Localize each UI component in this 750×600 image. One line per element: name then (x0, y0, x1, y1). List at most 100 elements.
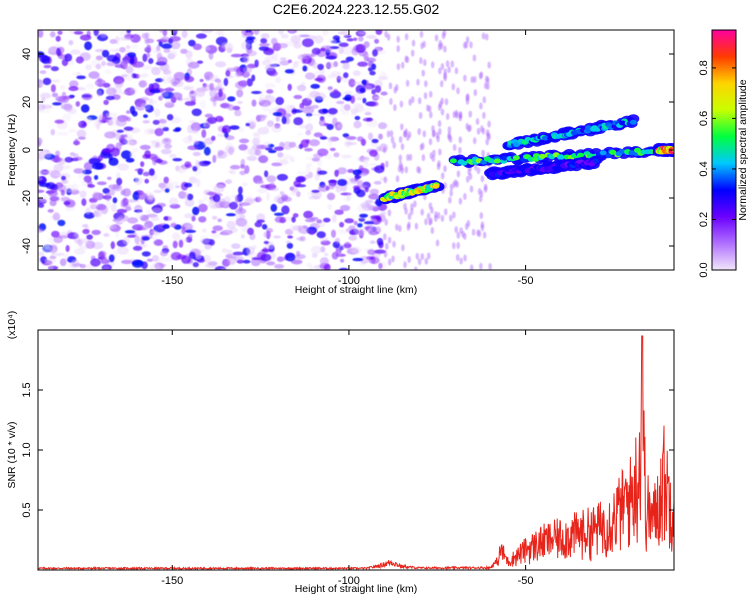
noise-blob (278, 30, 284, 35)
noise-blob (254, 148, 262, 156)
noise-blob (199, 238, 212, 244)
noise-blob (297, 54, 307, 60)
noise-blob (65, 206, 75, 212)
noise-blob (138, 80, 148, 88)
signal-core (557, 155, 565, 160)
noise-blob (126, 199, 138, 203)
noise-blob (273, 196, 284, 203)
noise-blob (175, 166, 187, 173)
noise-blob (147, 98, 154, 103)
noise-streak (390, 136, 395, 144)
noise-blob (62, 184, 75, 193)
noise-blob (210, 233, 221, 239)
noise-blob (218, 88, 223, 98)
noise-blob (42, 77, 52, 86)
noise-streak (403, 202, 407, 210)
noise-blob (115, 48, 121, 52)
noise-blob (108, 254, 115, 263)
noise-blob (367, 67, 373, 72)
noise-blob (263, 231, 272, 238)
noise-streak (414, 266, 418, 270)
noise-blob (357, 61, 368, 67)
noise-blob (212, 215, 218, 220)
noise-blob (209, 88, 218, 98)
noise-blob (256, 213, 266, 222)
noise-streak (404, 33, 409, 41)
noise-blob (266, 261, 276, 266)
noise-blob (264, 94, 271, 99)
noise-blob (292, 61, 299, 68)
noise-streak (488, 263, 492, 270)
noise-streak (472, 54, 477, 62)
noise-streak (439, 80, 444, 88)
noise-blob (358, 156, 370, 160)
noise-streak (427, 105, 432, 113)
noise-blob (371, 218, 378, 224)
spectrogram-noise-layer (38, 30, 492, 270)
noise-streak (484, 75, 489, 83)
noise-blob (320, 47, 326, 52)
noise-blob (322, 30, 329, 36)
noise-blob (149, 263, 161, 270)
snr-y-tick-label: 1.0 (21, 442, 33, 457)
signal-core (460, 160, 468, 166)
noise-blob (362, 117, 373, 122)
noise-blob (266, 120, 274, 127)
noise-blob (223, 77, 229, 87)
noise-blob (38, 30, 44, 38)
spectrogram-y-tick-label: 0 (21, 147, 33, 153)
spectrogram-y-tick-label: -20 (21, 190, 33, 206)
noise-blob (344, 90, 353, 95)
noise-blob (115, 217, 125, 222)
noise-streak (445, 60, 450, 68)
noise-blob (317, 159, 322, 167)
snr-y-tick-label: 0.5 (21, 502, 33, 517)
noise-blob (71, 183, 79, 192)
signal-core (629, 119, 637, 125)
noise-streak (383, 233, 387, 241)
noise-blob (268, 70, 278, 77)
colorbar-ticks: 0.0 0.2 0.4 0.6 0.8 (698, 60, 736, 278)
noise-streak (479, 190, 484, 198)
noise-streak (440, 63, 445, 70)
noise-blob (317, 63, 324, 71)
noise-blob (224, 132, 229, 138)
noise-blob (308, 195, 321, 200)
noise-streak (443, 72, 447, 80)
noise-blob (149, 88, 161, 94)
noise-blob (310, 52, 317, 57)
noise-blob (144, 150, 151, 159)
spectrogram-y-tick-label: 20 (21, 96, 33, 108)
noise-blob (210, 204, 221, 209)
noise-blob (116, 177, 123, 186)
noise-blob (118, 30, 128, 36)
noise-blob (352, 257, 364, 262)
noise-blob (289, 224, 295, 232)
noise-blob (170, 41, 181, 50)
noise-blob (348, 225, 356, 230)
noise-streak (383, 250, 388, 258)
noise-blob (82, 224, 89, 228)
colorbar-tick-label: 0.2 (698, 212, 710, 227)
noise-blob (369, 163, 377, 167)
noise-streak (420, 208, 425, 216)
noise-blob (244, 165, 250, 174)
noise-blob (131, 148, 139, 152)
noise-blob (226, 249, 233, 255)
noise-blob (374, 85, 382, 93)
noise-blob (57, 219, 66, 227)
noise-streak (467, 125, 471, 133)
spectrogram-x-axis-label: Height of straight line (km) (295, 284, 418, 296)
noise-streak (456, 170, 461, 178)
signal-core (512, 155, 520, 161)
noise-streak (395, 223, 399, 231)
noise-streak (420, 42, 424, 50)
noise-streak (452, 144, 457, 151)
noise-blob (198, 216, 207, 223)
noise-blob (93, 30, 99, 36)
noise-streak (479, 102, 483, 110)
noise-blob (378, 122, 388, 130)
noise-blob (264, 82, 276, 89)
noise-blob (192, 151, 201, 157)
noise-blob (101, 206, 108, 215)
